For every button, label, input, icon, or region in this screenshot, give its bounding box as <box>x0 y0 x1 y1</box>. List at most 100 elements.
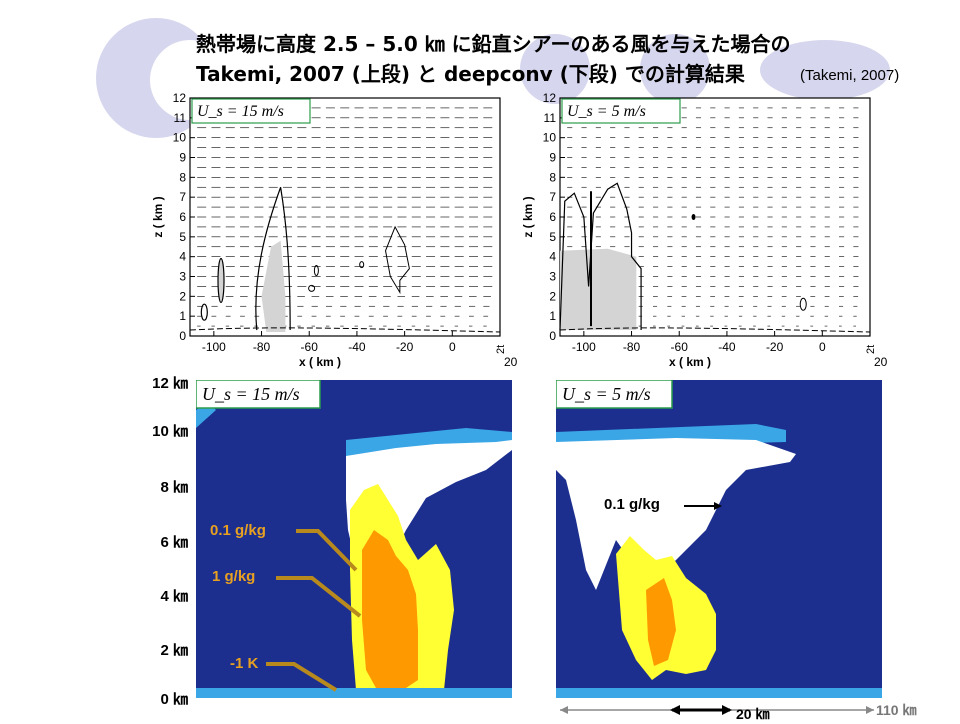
y-axis-label-2km: 2 ㎞ <box>160 642 188 659</box>
y-tick-label: 10 <box>543 131 557 145</box>
cell-contour <box>217 257 225 304</box>
shaded-region <box>261 240 286 333</box>
annotation-neg1K-left: -1 K <box>230 655 259 672</box>
shaded-region <box>560 248 637 331</box>
small-cell-contour <box>691 214 696 220</box>
y-axis-label-8km: 8 ㎞ <box>160 479 188 496</box>
page-title-line-1: 熱帯場に高度 2.5 – 5.0 ㎞ に鉛直シアーのある風を与えた場合の <box>196 32 791 56</box>
x-axis-label: x ( km ) <box>299 355 341 369</box>
y-tick-label: 8 <box>549 170 556 184</box>
annotation-0.1-gkg-right: 0.1 g/kg <box>604 496 660 513</box>
x-tick-label: -40 <box>718 340 736 354</box>
panel-label: U_s = 5 m/s <box>567 103 646 120</box>
tr-marks: U_s = 5 m/s <box>559 98 871 333</box>
y-axis-label-10km: 10 ㎞ <box>152 423 188 440</box>
y-axis-label: z ( km ) <box>151 196 165 237</box>
chart-bottom-right: U_s = 5 m/s <box>556 380 882 698</box>
y-axis-label-12km: 12 ㎞ <box>152 375 188 392</box>
cloud-contour <box>385 225 410 295</box>
scale-bar-20km-right-head <box>722 705 732 715</box>
corner-note: 2t <box>865 345 877 354</box>
annotation-0.1-gkg-left: 0.1 g/kg <box>210 522 266 539</box>
cold-pool-contour <box>559 327 871 333</box>
y-tick-label: 7 <box>549 190 556 204</box>
y-axis-label-4km: 4 ㎞ <box>160 588 188 605</box>
corner-value: 20 <box>874 355 888 369</box>
y-tick-label: 11 <box>544 111 557 125</box>
y-axis-label: z ( km ) <box>521 196 535 237</box>
bl-panel-label: U_s = 15 m/s <box>202 384 300 404</box>
cloud-contour <box>255 187 291 331</box>
decoration-circle-5 <box>760 40 890 100</box>
scale-bar-110km-right-head <box>866 706 874 714</box>
y-tick-label: 1 <box>549 309 556 323</box>
y-tick-label: 5 <box>179 230 186 244</box>
br-panel-label-box <box>556 380 673 409</box>
y-tick-label: 2 <box>179 289 186 303</box>
panel-label-box <box>561 98 681 124</box>
chart-bottom-left: U_s = 15 m/s <box>196 380 512 698</box>
tl-marks: U_s = 15 m/s <box>189 98 501 333</box>
y-tick-label: 12 <box>543 91 557 105</box>
scale-label-110km: 110 ㎞ <box>876 702 917 718</box>
y-tick-label: 7 <box>179 190 186 204</box>
small-cell-contour <box>200 303 208 321</box>
decoration-circle-3 <box>520 34 590 104</box>
corner-note: 2t <box>495 345 507 354</box>
y-axis-label-0km: 0 ㎞ <box>160 691 188 708</box>
scale-bar-110km-left-head <box>560 706 568 714</box>
x-axis-label: x ( km ) <box>669 355 711 369</box>
y-tick-label: 0 <box>549 329 556 343</box>
cold-pool-contour <box>189 327 501 333</box>
x-tick-label: -100 <box>572 340 596 354</box>
y-tick-label: 1 <box>179 309 186 323</box>
y-tick-label: 12 <box>173 91 187 105</box>
bl-cloud-orange <box>362 530 418 688</box>
y-tick-label: 3 <box>179 270 186 284</box>
small-cell-contour <box>799 297 807 311</box>
small-cell-contour <box>308 284 316 292</box>
x-tick-label: -60 <box>671 340 689 354</box>
citation: (Takemi, 2007) <box>800 67 900 84</box>
x-tick-label: -40 <box>348 340 366 354</box>
y-tick-label: 9 <box>549 151 556 165</box>
panel-label: U_s = 15 m/s <box>197 103 284 120</box>
scale-bar-20km-left-head <box>670 705 680 715</box>
x-tick-label: -60 <box>301 340 319 354</box>
x-tick-label: -20 <box>396 340 414 354</box>
y-tick-label: 10 <box>173 131 187 145</box>
y-tick-label: 2 <box>549 289 556 303</box>
y-tick-label: 8 <box>179 170 186 184</box>
y-tick-label: 5 <box>549 230 556 244</box>
decoration-circle-4 <box>640 34 710 104</box>
y-tick-label: 4 <box>179 250 186 264</box>
scale-label-20km: 20 ㎞ <box>736 706 770 722</box>
corner-value: 20 <box>504 355 518 369</box>
y-tick-label: 4 <box>549 250 556 264</box>
bl-panel-label-box <box>196 380 321 409</box>
cloud-contour <box>559 182 642 331</box>
br-cloud-orange <box>646 578 676 666</box>
x-tick-label: 0 <box>449 340 456 354</box>
small-cell-contour <box>313 265 319 277</box>
br-cloud-white <box>556 438 796 590</box>
y-tick-label: 3 <box>549 270 556 284</box>
x-tick-label: 0 <box>819 340 826 354</box>
y-tick-label: 11 <box>174 111 187 125</box>
br-panel-label: U_s = 5 m/s <box>562 384 651 404</box>
x-tick-label: -80 <box>623 340 641 354</box>
y-axis-label-6km: 6 ㎞ <box>160 534 188 551</box>
y-tick-label: 9 <box>179 151 186 165</box>
x-tick-label: -80 <box>253 340 271 354</box>
small-cell-contour <box>359 261 365 269</box>
br-cold-pool <box>556 688 882 698</box>
y-tick-label: 0 <box>179 329 186 343</box>
y-tick-label: 6 <box>549 210 556 224</box>
annotation-1-gkg-left: 1 g/kg <box>212 568 256 585</box>
y-tick-label: 6 <box>179 210 186 224</box>
x-tick-label: -20 <box>766 340 784 354</box>
page-title-line-2: Takemi, 2007 (上段) と deepconv (下段) での計算結果 <box>196 62 745 86</box>
